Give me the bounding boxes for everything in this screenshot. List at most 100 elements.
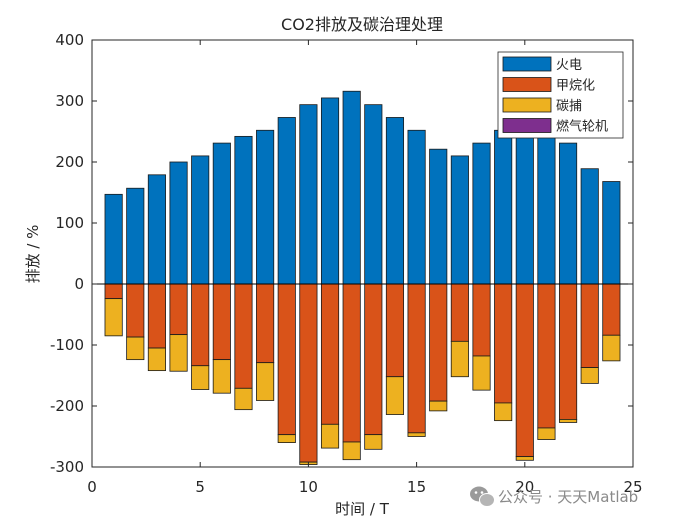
x-tick-label: 15 xyxy=(407,478,426,496)
bar-series-2-x6 xyxy=(212,359,231,394)
bar-series-0-x1 xyxy=(104,193,123,285)
bar-series-0-x4 xyxy=(169,161,188,285)
bar-series-2-x19 xyxy=(494,402,513,422)
bar-series-0-x13 xyxy=(364,104,383,285)
bar-series-2-x18 xyxy=(472,355,491,391)
legend-label-甲烷化: 甲烷化 xyxy=(556,79,595,94)
watermark: 公众号 · 天天Matlab xyxy=(470,486,638,507)
bar-series-2-x4 xyxy=(169,334,188,372)
x-tick-label: 0 xyxy=(87,478,97,496)
y-axis: -300 -200 -100 0 100 200 300 400 xyxy=(50,31,633,476)
bar-series-2-x16 xyxy=(429,400,448,412)
legend-label-火电: 火电 xyxy=(556,58,582,73)
bar-series-0-x7 xyxy=(234,135,253,285)
bar-series-2-x15 xyxy=(407,432,426,437)
bar-series-1-x17 xyxy=(450,283,469,342)
bar-series-0-x22 xyxy=(559,142,578,285)
bar-series-1-x20 xyxy=(515,283,534,458)
y-tick-label: 400 xyxy=(55,31,84,49)
bar-series-0-x17 xyxy=(450,155,469,285)
bar-series-0-x20 xyxy=(515,129,534,285)
legend-swatch-碳捕 xyxy=(502,97,552,113)
bar-series-0-x19 xyxy=(494,129,513,285)
bar-series-1-x19 xyxy=(494,283,513,404)
y-tick-label: -100 xyxy=(50,336,84,354)
bar-series-2-x12 xyxy=(342,441,361,461)
bar-series-1-x8 xyxy=(256,283,275,364)
bar-series-1-x10 xyxy=(299,283,318,463)
bar-series-2-x13 xyxy=(364,434,383,450)
bar-series-1-x24 xyxy=(602,283,621,336)
bar-series-1-x2 xyxy=(126,283,145,338)
y-tick-label: 200 xyxy=(55,153,84,171)
bar-series-2-x21 xyxy=(537,427,556,440)
bar-series-1-x13 xyxy=(364,283,383,436)
bar-series-2-x14 xyxy=(385,376,405,415)
bar-series-1-x15 xyxy=(407,283,426,434)
bar-series-2-x17 xyxy=(450,340,469,378)
bar-series-0-x23 xyxy=(580,168,599,285)
legend-label-燃气轮机: 燃气轮机 xyxy=(556,119,608,135)
bar-series-1-x7 xyxy=(234,283,253,389)
bar-series-2-x2 xyxy=(126,336,145,361)
y-tick-label: 100 xyxy=(55,214,84,232)
bar-series-1-x3 xyxy=(147,283,166,349)
x-axis-label: 时间 / T xyxy=(335,500,390,518)
bar-series-2-x9 xyxy=(277,434,296,444)
x-tick-label: 5 xyxy=(195,478,205,496)
bar-series-1-x14 xyxy=(385,283,405,378)
bar-series-1-x18 xyxy=(472,283,491,357)
x-axis: 0 5 10 15 20 25 xyxy=(87,40,643,496)
x-tick-label: 10 xyxy=(299,478,318,496)
bar-series-1-x16 xyxy=(429,283,448,402)
y-tick-label: -300 xyxy=(50,458,84,476)
y-tick-label: 0 xyxy=(74,275,84,293)
bar-series-2-x20 xyxy=(515,456,534,461)
bar-series-2-x24 xyxy=(602,334,621,362)
bar-series-0-x21 xyxy=(537,135,556,285)
bar-series-0-x15 xyxy=(407,129,426,285)
bar-series-2-x22 xyxy=(559,419,578,423)
bar-series-2-x23 xyxy=(580,367,599,384)
bar-series-1-x1 xyxy=(104,283,123,300)
bar-series-0-x9 xyxy=(277,117,296,285)
legend-label-碳捕: 碳捕 xyxy=(556,98,582,114)
bar-series-2-x7 xyxy=(234,387,253,411)
bar-series-0-x2 xyxy=(126,187,145,285)
wechat-icon xyxy=(470,486,495,507)
bar-series-0-x14 xyxy=(385,117,405,285)
bar-series-2-x3 xyxy=(147,347,166,372)
watermark-text: 公众号 · 天天Matlab xyxy=(498,488,638,506)
legend-swatch-火电 xyxy=(502,56,552,72)
bar-series-1-x4 xyxy=(169,283,188,336)
bar-series-1-x11 xyxy=(320,283,340,425)
legend-swatch-燃气轮机 xyxy=(502,118,552,133)
bar-series-1-x5 xyxy=(191,283,210,367)
bar-series-0-x18 xyxy=(472,142,491,285)
bar-series-0-x10 xyxy=(299,104,318,285)
bar-series-2-x8 xyxy=(256,362,275,401)
bars-group xyxy=(104,90,621,465)
bar-series-1-x21 xyxy=(537,283,556,429)
bar-series-2-x11 xyxy=(320,423,340,449)
bar-series-0-x11 xyxy=(320,97,340,285)
bar-series-1-x6 xyxy=(212,283,231,361)
bar-series-1-x9 xyxy=(277,283,296,436)
bar-series-2-x5 xyxy=(191,365,210,390)
bar-series-0-x3 xyxy=(147,174,166,285)
y-tick-label: -200 xyxy=(50,397,84,415)
bar-series-0-x12 xyxy=(342,90,361,285)
chart-title: CO2排放及碳治理处理 xyxy=(281,15,443,34)
y-tick-label: 300 xyxy=(55,92,84,110)
bar-series-0-x6 xyxy=(212,142,231,285)
bar-series-2-x1 xyxy=(104,298,123,337)
legend-swatch-甲烷化 xyxy=(502,77,552,92)
bar-series-0-x24 xyxy=(602,181,621,285)
bar-series-0-x8 xyxy=(256,129,275,285)
bar-series-1-x23 xyxy=(580,283,599,368)
axes-box xyxy=(91,39,634,468)
bar-series-0-x5 xyxy=(191,155,210,285)
x-tick-label: 20 xyxy=(515,478,534,496)
